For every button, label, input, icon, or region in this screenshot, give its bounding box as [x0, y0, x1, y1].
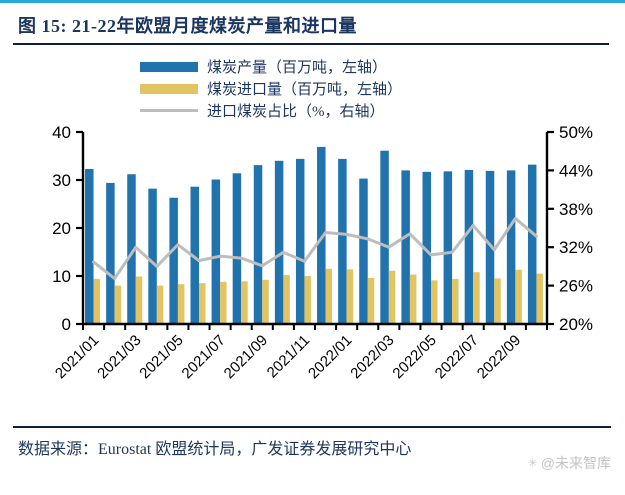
bar-production — [380, 150, 389, 324]
x-tick-label: 2021/05 — [136, 332, 186, 382]
x-tick-label: 2021/09 — [221, 332, 271, 382]
bar-production — [359, 178, 368, 324]
bar-import — [515, 269, 522, 324]
bar-import — [452, 278, 459, 324]
legend-label-import: 煤炭进口量（百万吨，左轴） — [207, 82, 403, 98]
watermark-icon: ✳ — [527, 456, 538, 470]
footer-divider — [13, 426, 611, 428]
bar-import — [346, 269, 354, 324]
bar-production — [127, 174, 136, 324]
bar-import — [135, 276, 143, 324]
figure-title: 图 15: 21-22年欧盟月度煤炭产量和进口量 — [18, 16, 357, 36]
bar-production — [148, 188, 157, 324]
bar-production — [295, 158, 305, 324]
bar-production — [338, 158, 347, 324]
bar-import — [388, 270, 396, 324]
ratio-line-swatch — [140, 109, 198, 112]
x-tick-label: 2022/07 — [432, 332, 482, 382]
bar-production — [274, 160, 284, 324]
import-swatch — [140, 83, 198, 94]
right-tick-label: 26% — [559, 277, 593, 296]
ratio-line — [92, 216, 538, 281]
watermark: ✳ @未来智库 — [528, 453, 611, 473]
legend-item-ratio: 进口煤炭占比（%，右轴） — [140, 101, 402, 120]
bar-import — [177, 284, 185, 324]
production-swatch — [140, 61, 198, 72]
left-tick-label: 20 — [52, 219, 71, 238]
bar-production — [106, 182, 115, 324]
bar-import — [304, 276, 311, 324]
right-tick-label: 32% — [559, 238, 593, 257]
x-tick-label: 2021/11 — [264, 332, 314, 382]
x-tick-label: 2021/07 — [179, 332, 229, 382]
legend-label-production: 煤炭产量（百万吨，左轴） — [207, 60, 388, 76]
right-tick-label: 20% — [559, 315, 593, 334]
bar-import — [409, 274, 417, 324]
bar-import — [241, 281, 248, 324]
right-tick-label: 38% — [559, 200, 593, 219]
left-tick-label: 40 — [52, 123, 71, 142]
bar-import — [93, 278, 101, 324]
bar-production — [85, 168, 94, 324]
bar-import — [220, 281, 227, 324]
bar-production — [485, 170, 495, 324]
source-note: 数据来源：Eurostat 欧盟统计局，广发证券发展研究中心 — [18, 441, 412, 458]
bar-production — [401, 170, 410, 324]
left-tick-label: 0 — [62, 315, 71, 334]
watermark-text: @未来智库 — [540, 455, 611, 471]
bar-production — [169, 197, 178, 324]
bar-import — [262, 279, 269, 324]
title-divider — [13, 43, 609, 45]
bar-production — [464, 169, 474, 324]
bar-import — [199, 283, 206, 324]
chart-svg: 01020304020%26%32%38%44%50%2021/012021/0… — [52, 123, 593, 382]
bar-import — [114, 285, 122, 324]
bar-production — [317, 146, 326, 324]
legend-item-production: 煤炭产量（百万吨，左轴） — [140, 57, 402, 76]
x-tick-label: 2022/01 — [305, 332, 355, 382]
x-tick-label: 2022/05 — [389, 332, 439, 382]
bar-import — [283, 275, 290, 324]
bar-import — [536, 273, 543, 324]
chart-area: 0 10 20 30 40 20% 26% 32% 38% 44% 50% 2021/01 2021/0… — [0, 122, 625, 414]
x-tick-label: 2021/03 — [94, 332, 144, 382]
chart-legend: 煤炭产量（百万吨，左轴） 煤炭进口量（百万吨，左轴） 进口煤炭占比（%，右轴） — [140, 57, 402, 120]
bar-production — [253, 165, 263, 324]
x-tick-label: 2022/09 — [474, 332, 524, 382]
bar-production — [527, 164, 537, 324]
bar-production — [422, 171, 431, 324]
bar-import — [494, 278, 501, 324]
bar-production — [232, 173, 242, 324]
right-tick-label: 44% — [559, 161, 593, 180]
x-tick-label: 2021/01 — [52, 332, 102, 382]
legend-item-import: 煤炭进口量（百万吨，左轴） — [140, 79, 402, 98]
bar-production — [506, 170, 516, 324]
x-tick-label: 2022/03 — [347, 332, 397, 382]
bar-import — [431, 280, 438, 324]
top-accent-rule — [0, 0, 625, 3]
right-tick-label: 50% — [559, 123, 593, 142]
legend-label-ratio: 进口煤炭占比（%，右轴） — [207, 104, 385, 120]
bar-production — [443, 171, 453, 324]
bar-production — [211, 179, 221, 324]
left-tick-label: 10 — [52, 267, 71, 286]
bar-production — [190, 186, 199, 324]
bar-import — [156, 285, 164, 324]
bar-import — [367, 277, 375, 324]
bar-import — [325, 268, 333, 324]
bar-import — [473, 272, 480, 324]
left-tick-label: 30 — [52, 171, 71, 190]
